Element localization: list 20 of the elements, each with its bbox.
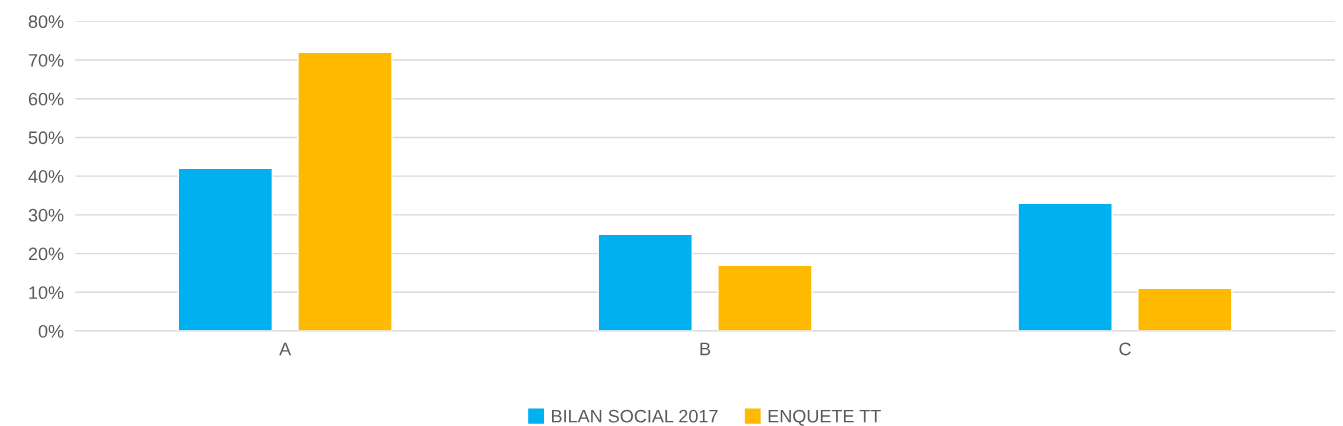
legend-label: ENQUETE TT (768, 409, 881, 426)
x-tick-label: C (1119, 342, 1131, 356)
y-tick-label: 80% (28, 15, 64, 29)
y-tick-label: 60% (28, 92, 64, 106)
bar (717, 264, 813, 331)
y-tick-label: 10% (29, 286, 64, 300)
bar (1017, 202, 1113, 331)
y-tick-label: 20% (28, 247, 64, 261)
legend-label: BILAN SOCIAL 2017 (552, 409, 718, 423)
y-tick-label: 0% (38, 324, 64, 338)
y-tick-label: 40% (28, 170, 64, 183)
y-tick-label: 70% (28, 53, 64, 67)
x-tick-label: B (700, 342, 711, 356)
bar (297, 51, 393, 331)
bar (177, 167, 274, 331)
bar (597, 233, 693, 331)
y-tick-label: 50% (28, 131, 64, 145)
x-tick-label: A (279, 342, 292, 356)
bar (1137, 287, 1233, 331)
y-tick-label: 30% (28, 208, 64, 222)
